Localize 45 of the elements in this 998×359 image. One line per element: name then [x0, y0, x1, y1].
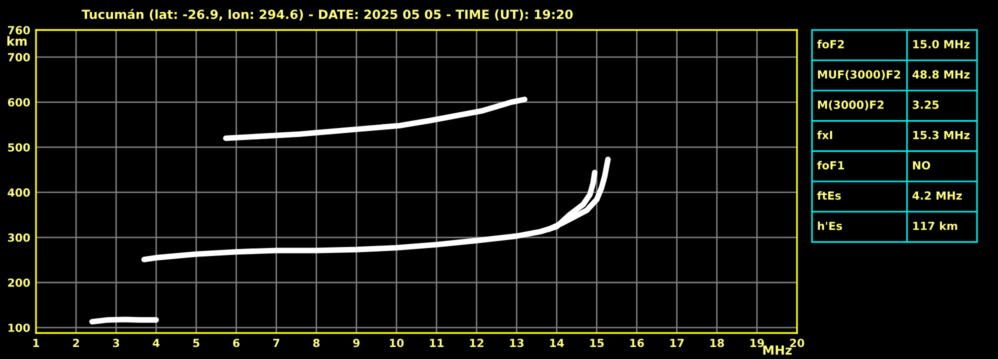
- x-tick-label: 5: [193, 338, 200, 348]
- x-tick-label: 6: [233, 338, 240, 348]
- y-tick-label: 100: [8, 324, 30, 332]
- x-axis-title: MHz: [763, 346, 792, 355]
- text: 48.8 MHz: [912, 70, 970, 79]
- text: 4.2 MHz: [912, 191, 962, 200]
- text: M(3000)F2: [818, 100, 884, 110]
- x-tick-label: 18: [710, 338, 724, 348]
- x-tick-label: 3: [112, 338, 120, 348]
- x-tick-label: 7: [273, 338, 280, 347]
- x-tick-label: 2: [73, 338, 79, 347]
- y-tick-label: 760: [8, 26, 30, 34]
- text: fxI: [817, 130, 832, 140]
- text: 117 km: [913, 221, 958, 230]
- x-tick-label: 8: [313, 338, 320, 348]
- text: MUF(3000)F2: [818, 70, 900, 80]
- x-tick-label: 9: [353, 338, 360, 348]
- y-tick-label: 700: [8, 53, 30, 62]
- x-tick-label: 17: [670, 338, 684, 347]
- text: foF1: [817, 160, 844, 170]
- x-tick-label: 16: [630, 338, 644, 348]
- text: NO: [913, 161, 930, 170]
- x-tick-label: 10: [390, 338, 404, 348]
- y-tick-label: 500: [8, 143, 30, 152]
- y-tick-label: 200: [8, 278, 30, 287]
- text: 15.0 MHz: [913, 40, 970, 48]
- y-tick-label: 300: [8, 233, 30, 242]
- y-tick-label: 600: [8, 98, 30, 107]
- y-axis-title: km: [7, 36, 27, 46]
- text: h'Es: [818, 221, 842, 230]
- x-tick-label: 1: [33, 338, 40, 347]
- chart-title: Tucumán (lat: -26.9, lon: 294.6) - DATE: 2025 05 05 - TIME (UT): 19:20: [82, 8, 573, 21]
- text: 15.3 MHz: [913, 130, 970, 140]
- text: foF2: [817, 40, 844, 48]
- x-tick-label: 13: [510, 338, 524, 348]
- text: ftEs: [817, 191, 841, 200]
- x-tick-label: 12: [470, 338, 484, 347]
- x-tick-label: 11: [430, 338, 444, 347]
- x-tick-label: 14: [550, 338, 564, 347]
- x-tick-label: 20: [790, 338, 804, 348]
- x-tick-label: 15: [590, 338, 604, 348]
- x-tick-label: 19: [750, 338, 764, 348]
- y-tick-label: 400: [8, 188, 30, 197]
- x-tick-label: 4: [152, 338, 160, 347]
- text: 3.25: [912, 100, 939, 109]
